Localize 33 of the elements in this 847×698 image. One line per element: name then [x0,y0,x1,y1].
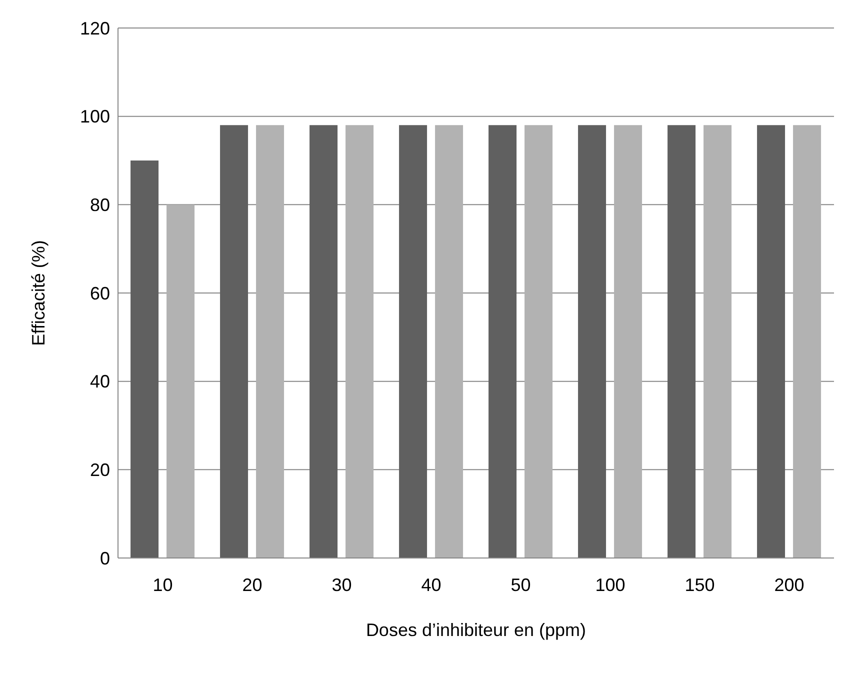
bar [346,125,374,558]
bar [578,125,606,558]
x-tick-label: 100 [595,574,626,595]
bar [614,125,642,558]
y-tick-label: 100 [80,106,110,127]
bar [166,204,195,558]
bar [435,125,464,558]
y-tick-label: 20 [90,460,110,480]
bar [793,125,822,558]
bar [488,125,517,558]
x-tick-label: 10 [152,574,173,595]
bar [399,125,428,558]
y-axis-title: Efficacité (%) [28,240,48,346]
x-tick-label: 40 [421,574,442,595]
y-tick-label: 40 [90,372,110,392]
x-tick-label: 30 [332,574,352,595]
bar [524,125,553,558]
y-tick-label: 120 [80,18,110,38]
bar [704,125,732,558]
y-tick-label: 0 [100,548,110,568]
x-axis-title: Doses d’inhibiteur en (ppm) [366,620,586,640]
y-tick-label: 80 [90,195,110,216]
bar [757,125,786,558]
y-tick-label: 60 [90,283,110,304]
bar [310,125,338,558]
bar [130,160,159,558]
x-tick-label: 20 [242,574,262,595]
bar [256,125,284,558]
bar [220,125,248,558]
x-tick-label: 50 [510,574,531,595]
x-tick-label: 200 [774,574,804,595]
bar [668,125,696,558]
x-tick-label: 150 [684,574,715,595]
